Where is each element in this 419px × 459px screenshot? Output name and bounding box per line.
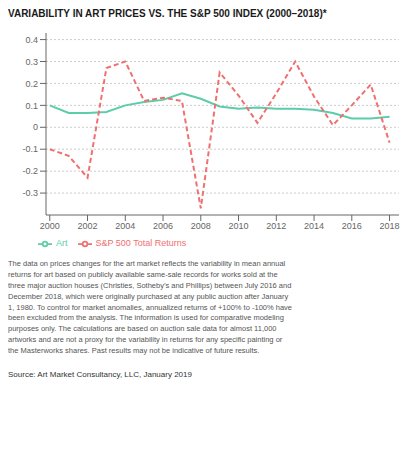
html-text:S&P 500 Total Returns: S&P 500 Total Returns xyxy=(95,238,187,249)
svg-text:2012: 2012 xyxy=(266,221,286,231)
svg-text:2004: 2004 xyxy=(115,221,135,231)
svg-text:2018: 2018 xyxy=(380,221,400,231)
html-text:Source: Art Market Consultancy: Source: Art Market Consultancy, LLC, Jan… xyxy=(8,369,192,379)
svg-text:0.1: 0.1 xyxy=(25,101,38,111)
svg-text:2000: 2000 xyxy=(40,221,60,231)
html-text:VARIABILITY IN ART PRICES VS.: VARIABILITY IN ART PRICES VS. THE S&P 50… xyxy=(8,8,327,19)
svg-text:-0.1: -0.1 xyxy=(22,144,38,154)
svg-text:2008: 2008 xyxy=(191,221,211,231)
svg-text:0.2: 0.2 xyxy=(25,79,38,89)
svg-text:0: 0 xyxy=(33,122,38,132)
html-text:The data on prices changes for: The data on prices changes for the art m… xyxy=(8,259,292,355)
svg-text:-0.3: -0.3 xyxy=(22,188,38,198)
svg-text:2016: 2016 xyxy=(342,221,362,231)
svg-text:2002: 2002 xyxy=(78,221,98,231)
html-text:Art: Art xyxy=(56,238,68,249)
svg-text:0.3: 0.3 xyxy=(25,57,38,67)
svg-text:-0.2: -0.2 xyxy=(22,166,38,176)
svg-text:2006: 2006 xyxy=(153,221,173,231)
svg-text:2010: 2010 xyxy=(229,221,249,231)
svg-text:2014: 2014 xyxy=(304,221,324,231)
svg-text:0.4: 0.4 xyxy=(25,35,38,45)
